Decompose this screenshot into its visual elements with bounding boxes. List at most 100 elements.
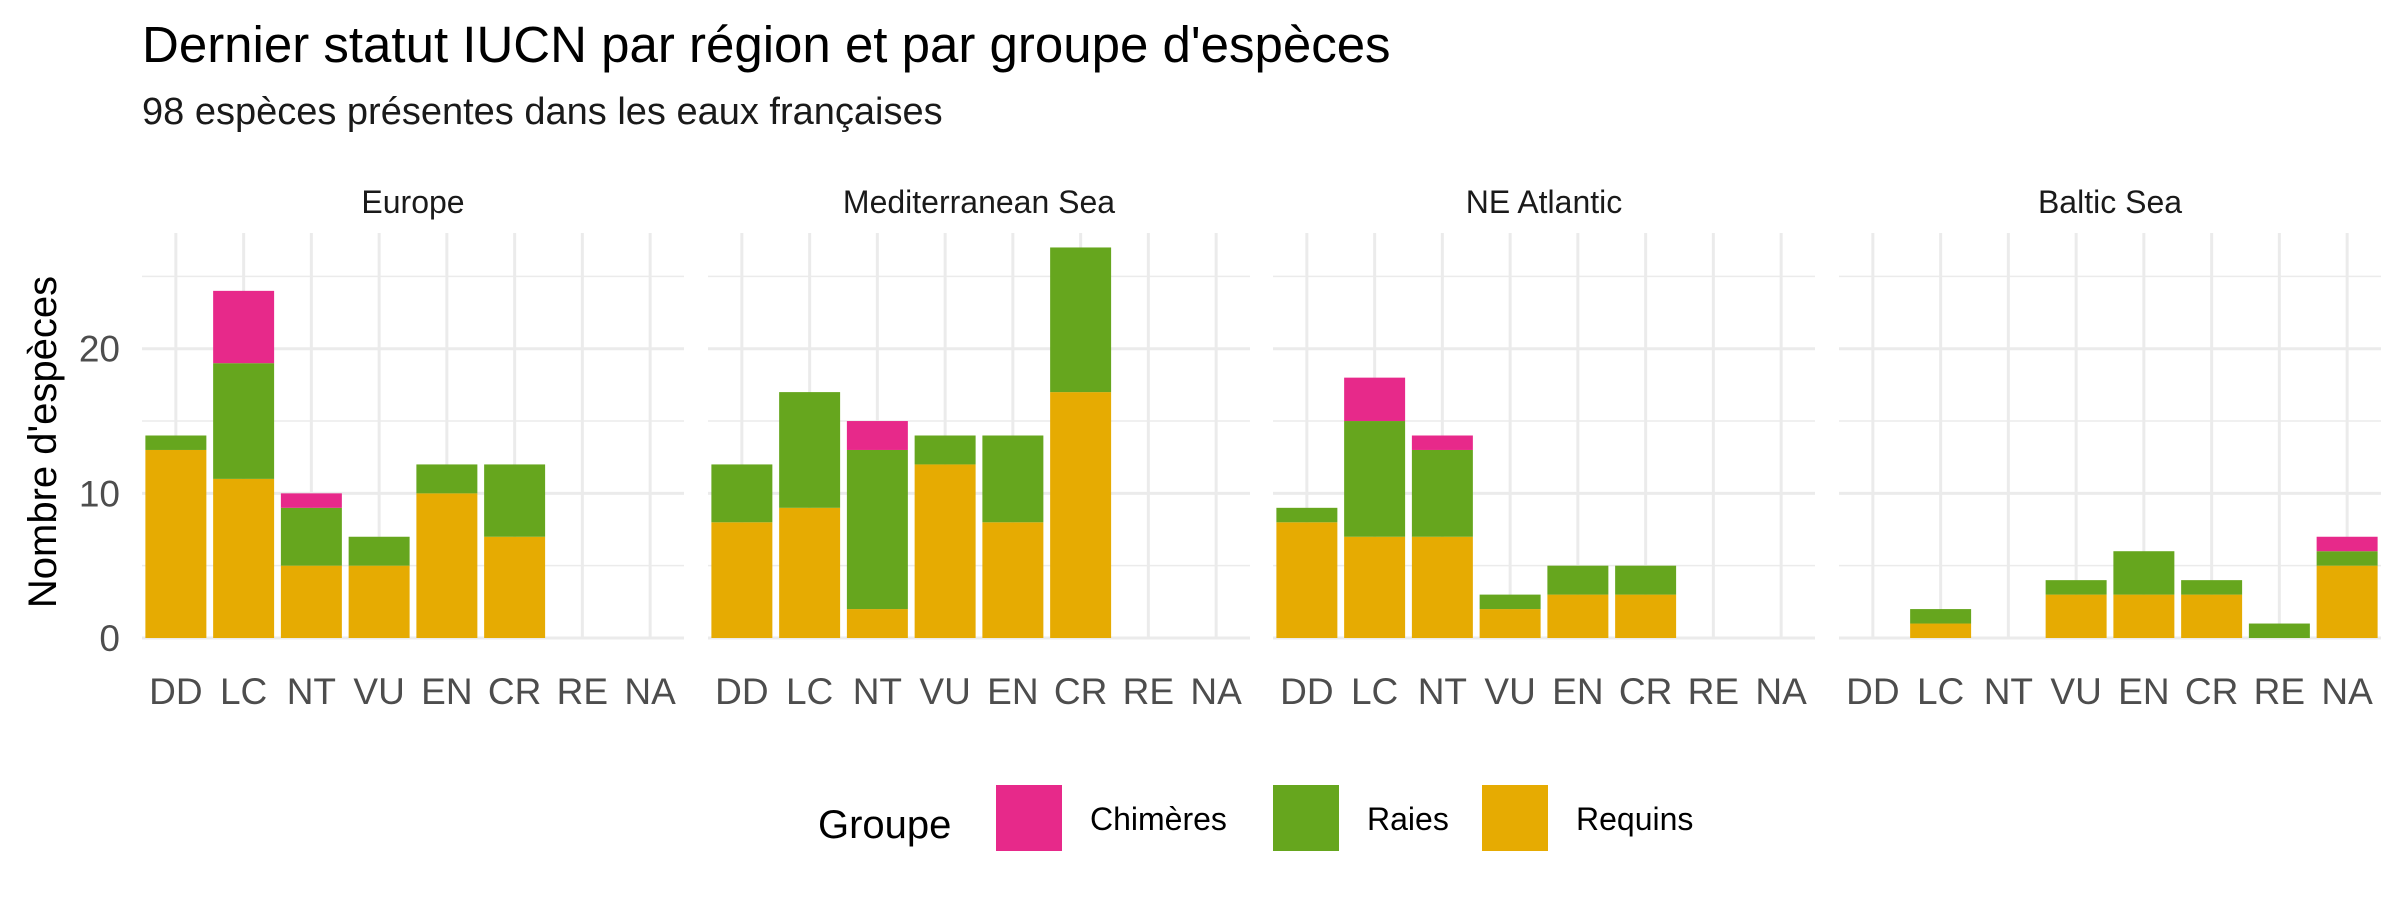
bar-raies-dd [145,435,207,450]
bar-requins-cr [2181,594,2243,638]
x-tick-label: CR [2185,671,2238,712]
bar-requins-nt [1411,536,1473,638]
panel-strip-label: NE Atlantic [1466,184,1623,220]
bar-raies-vu [348,536,410,566]
x-tick-label: VU [1484,671,1535,712]
bar-chimeres-lc [213,290,275,364]
bar-raies-cr [2181,580,2243,595]
x-tick-label: EN [987,671,1038,712]
panel-strip-label: Europe [361,184,464,220]
x-tick-label: RE [1688,671,1739,712]
bar-requins-dd [1276,522,1338,638]
bar-raies-vu [914,435,976,465]
bar-raies-lc [1344,421,1406,537]
bar-requins-dd [145,449,207,638]
bar-chimeres-nt [1411,435,1473,450]
panel-baltic-sea: Baltic Sea DD LC NT VU EN CR RE NA [1839,184,2381,712]
x-tick-label: LC [1917,671,1964,712]
x-tick-label: RE [557,671,608,712]
legend-title: Groupe [818,803,951,847]
bar-raies-en [1547,565,1609,595]
bar-requins-na [2316,565,2378,638]
x-tick-label: CR [488,671,541,712]
legend-key-requins [1482,785,1548,851]
bar-raies-lc [213,363,275,479]
bar-requins-lc [213,478,275,638]
bar-requins-vu [2045,594,2107,638]
x-tick-label: CR [1619,671,1672,712]
bar-requins-cr [1615,594,1677,638]
bar-raies-lc [779,392,841,508]
x-tick-label: DD [715,671,768,712]
bar-requins-nt [846,609,908,638]
legend-key-chimeres [996,785,1062,851]
bar-raies-lc [1910,609,1972,624]
bar-requins-lc [779,507,841,638]
bar-requins-vu [348,565,410,638]
x-tick-label: DD [1846,671,1899,712]
legend-key-raies [1273,785,1339,851]
chart-title: Dernier statut IUCN par région et par gr… [142,16,1391,73]
y-tick-label: 10 [79,473,120,514]
bar-chimeres-nt [280,493,342,508]
x-tick-label: VU [2050,671,2101,712]
bar-requins-lc [1910,623,1972,638]
bar-raies-cr [1050,247,1112,393]
panel-europe: Europe DD LC NT VU EN CR RE NA [142,184,684,712]
bar-requins-vu [1479,609,1541,638]
x-tick-label: NA [2321,671,2373,712]
x-tick-label: DD [1280,671,1333,712]
x-tick-label: VU [919,671,970,712]
panel-mediterranean-sea: Mediterranean Sea DD LC NT VU EN CR RE NA [708,184,1250,712]
bar-raies-en [982,435,1044,523]
bar-raies-dd [711,464,773,523]
bar-requins-en [1547,594,1609,638]
x-tick-label: EN [421,671,472,712]
x-tick-label: NT [1418,671,1467,712]
bar-requins-lc [1344,536,1406,638]
x-tick-label: LC [1351,671,1398,712]
bar-raies-nt [1411,449,1473,537]
x-tick-label: VU [353,671,404,712]
bar-raies-na [2316,551,2378,566]
bar-requins-cr [484,536,546,638]
bar-requins-en [416,493,478,638]
y-tick-label: 0 [99,618,120,659]
panel-strip-label: Baltic Sea [2038,184,2182,220]
bar-raies-en [2113,551,2175,595]
x-tick-label: EN [1552,671,1603,712]
bar-raies-dd [1276,507,1338,523]
bar-chimeres-lc [1344,377,1406,422]
x-tick-label: NA [1190,671,1242,712]
bar-requins-dd [711,522,773,638]
y-axis-label: Nombre d'espèces [21,276,65,608]
x-tick-label: LC [220,671,267,712]
legend: Groupe Chimères Raies Requins [818,785,1693,851]
bar-requins-nt [280,565,342,638]
bar-requins-en [982,522,1044,638]
x-tick-label: LC [786,671,833,712]
bar-raies-nt [280,507,342,566]
legend-label: Requins [1576,801,1693,837]
bar-requins-vu [914,464,976,638]
bar-requins-cr [1050,392,1112,638]
bar-raies-vu [2045,580,2107,595]
bar-raies-en [416,464,478,494]
bar-raies-vu [1479,594,1541,610]
x-tick-label: NT [287,671,336,712]
bar-requins-en [2113,594,2175,638]
x-tick-label: NT [1984,671,2033,712]
legend-label: Chimères [1090,801,1227,837]
chart-panels: Europe DD LC NT VU EN CR RE NA Mediterranean Sea D… [79,184,2381,712]
panel-strip-label: Mediterranean Sea [843,184,1115,220]
bar-raies-cr [1615,565,1677,595]
x-tick-label: DD [149,671,202,712]
x-tick-label: NA [1755,671,1807,712]
bar-raies-cr [484,464,546,537]
x-tick-label: CR [1054,671,1107,712]
bar-raies-nt [846,449,908,610]
x-tick-label: RE [1123,671,1174,712]
bar-chimeres-na [2316,536,2378,552]
panel-ne-atlantic: NE Atlantic DD LC NT VU EN CR RE NA [1273,184,1815,712]
